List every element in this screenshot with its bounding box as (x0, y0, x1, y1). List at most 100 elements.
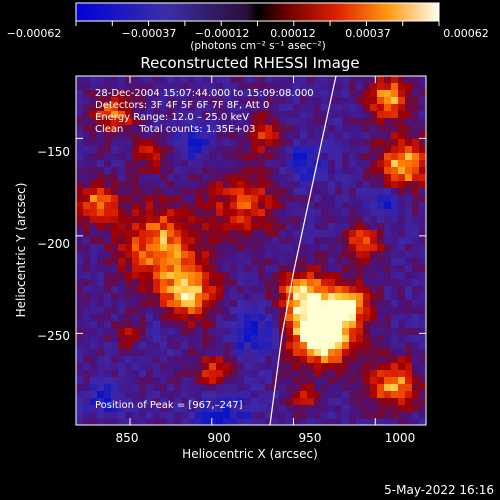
image-pixel (314, 202, 322, 210)
image-pixel (314, 300, 322, 308)
image-pixel (293, 209, 301, 217)
image-pixel (174, 209, 182, 217)
image-pixel (125, 118, 133, 126)
image-pixel (398, 342, 406, 350)
image-pixel (153, 223, 161, 231)
image-pixel (265, 391, 273, 399)
image-pixel (230, 174, 238, 182)
image-pixel (181, 391, 189, 399)
image-pixel (146, 251, 154, 259)
image-pixel (328, 216, 336, 224)
image-pixel (335, 118, 343, 126)
image-pixel (419, 209, 426, 217)
image-pixel (244, 286, 252, 294)
image-pixel (363, 258, 371, 266)
image-pixel (223, 412, 231, 420)
image-pixel (125, 223, 133, 231)
image-pixel (90, 412, 98, 420)
image-pixel (244, 209, 252, 217)
image-pixel (244, 349, 252, 357)
image-pixel (342, 139, 350, 147)
image-pixel (118, 412, 126, 420)
image-pixel (314, 118, 322, 126)
image-pixel (118, 132, 126, 140)
image-pixel (209, 174, 217, 182)
image-pixel (307, 118, 315, 126)
image-pixel (146, 349, 154, 357)
image-pixel (286, 272, 294, 280)
image-pixel (363, 230, 371, 238)
x-tick-label: 950 (299, 431, 322, 445)
image-pixel (244, 377, 252, 385)
image-pixel (111, 132, 119, 140)
image-pixel (202, 209, 210, 217)
image-pixel (391, 405, 399, 413)
image-pixel (342, 419, 350, 425)
image-pixel (160, 195, 168, 203)
image-pixel (125, 349, 133, 357)
image-pixel (223, 307, 231, 315)
image-pixel (195, 300, 203, 308)
image-pixel (335, 83, 343, 91)
image-pixel (83, 258, 91, 266)
image-pixel (328, 132, 336, 140)
image-pixel (195, 314, 203, 322)
image-pixel (293, 293, 301, 301)
image-pixel (321, 335, 329, 343)
image-pixel (265, 293, 273, 301)
image-pixel (167, 174, 175, 182)
image-pixel (251, 125, 259, 133)
image-pixel (391, 279, 399, 287)
image-pixel (363, 160, 371, 168)
image-pixel (76, 328, 84, 336)
image-pixel (356, 328, 364, 336)
image-pixel (174, 174, 182, 182)
image-pixel (125, 328, 133, 336)
image-pixel (174, 230, 182, 238)
image-pixel (83, 398, 91, 406)
image-pixel (363, 370, 371, 378)
image-pixel (370, 405, 378, 413)
image-pixel (398, 398, 406, 406)
image-pixel (258, 90, 266, 98)
image-pixel (237, 188, 245, 196)
image-pixel (377, 363, 385, 371)
image-pixel (202, 118, 210, 126)
image-pixel (286, 314, 294, 322)
image-pixel (174, 412, 182, 420)
image-pixel (181, 132, 189, 140)
image-pixel (272, 300, 280, 308)
image-pixel (118, 125, 126, 133)
image-pixel (153, 300, 161, 308)
image-pixel (265, 244, 273, 252)
image-pixel (384, 118, 392, 126)
image-pixel (153, 272, 161, 280)
image-pixel (167, 195, 175, 203)
image-pixel (251, 335, 259, 343)
image-pixel (104, 314, 112, 322)
image-pixel (181, 314, 189, 322)
image-pixel (377, 153, 385, 161)
image-pixel (356, 356, 364, 364)
image-pixel (90, 363, 98, 371)
image-pixel (307, 244, 315, 252)
image-pixel (139, 293, 147, 301)
image-pixel (356, 384, 364, 392)
image-pixel (314, 83, 322, 91)
image-pixel (132, 132, 140, 140)
image-pixel (279, 104, 287, 112)
image-pixel (188, 181, 196, 189)
image-pixel (412, 419, 420, 425)
image-pixel (153, 244, 161, 252)
image-pixel (125, 181, 133, 189)
image-pixel (97, 202, 105, 210)
image-pixel (335, 293, 343, 301)
image-pixel (188, 97, 196, 105)
image-pixel (384, 328, 392, 336)
image-pixel (132, 286, 140, 294)
image-pixel (237, 370, 245, 378)
image-pixel (118, 146, 126, 154)
image-pixel (335, 90, 343, 98)
image-pixel (83, 90, 91, 98)
image-pixel (363, 300, 371, 308)
